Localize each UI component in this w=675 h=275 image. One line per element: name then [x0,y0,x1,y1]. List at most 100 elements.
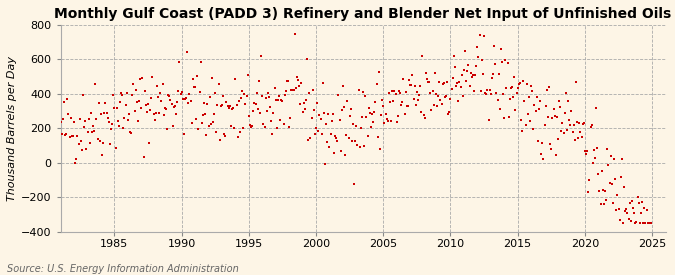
Point [567,130,578,134]
Point [605,154,616,158]
Point [209,112,219,116]
Point [455,85,466,89]
Point [509,75,520,79]
Point [388,99,399,104]
Point [113,124,124,128]
Point [434,79,445,84]
Point [246,125,256,130]
Point [254,79,265,83]
Point [629,211,640,215]
Point [466,75,477,79]
Point [343,136,354,140]
Point [264,95,275,99]
Point [375,113,386,117]
Point [56,132,67,136]
Point [326,119,337,123]
Point [112,119,123,123]
Point [297,110,308,114]
Point [524,119,535,123]
Point [259,125,270,130]
Point [130,88,141,92]
Point [555,104,566,109]
Point [100,101,111,105]
Point [283,79,294,83]
Point [510,108,521,112]
Point [417,54,428,59]
Point [63,112,74,116]
Point [91,117,102,122]
Point [383,91,394,95]
Point [157,82,168,86]
Point [132,119,143,123]
Point [444,110,455,115]
Point [458,94,468,98]
Point [325,131,336,136]
Point [205,122,216,126]
Point [361,115,372,120]
Point [451,84,462,88]
Text: Source: U.S. Energy Information Administration: Source: U.S. Energy Information Administ… [7,264,238,274]
Point [462,69,472,73]
Point [198,100,209,105]
Point [533,107,544,111]
Point [223,106,234,110]
Point [307,87,318,92]
Point [161,107,171,111]
Point [480,91,491,95]
Point [64,135,75,139]
Point [464,83,475,88]
Point [196,120,207,125]
Point [137,76,148,80]
Point [292,75,302,79]
Point [248,109,259,114]
Point [606,182,617,186]
Point [416,110,427,114]
Point [506,86,516,90]
Point [270,98,281,102]
Point [88,123,99,128]
Point [364,110,375,115]
Point [557,120,568,125]
Point [645,221,656,226]
Point [628,206,639,210]
Point [497,92,508,96]
Point [460,48,470,53]
Point [273,98,284,103]
Point [103,120,114,124]
Point [463,63,474,67]
Point [62,97,73,101]
Point [319,110,329,115]
Point [338,84,348,89]
Point [138,155,149,159]
Point [642,221,653,226]
Point [443,111,454,116]
Point [556,129,567,133]
Point [71,156,82,161]
Point [601,198,612,202]
Point [159,106,170,110]
Point [86,111,97,116]
Point [456,73,467,77]
Point [317,132,327,136]
Point [339,104,350,109]
Point [431,92,441,96]
Point [406,83,416,87]
Point [395,91,406,95]
Point [208,120,219,125]
Point [603,163,614,167]
Point [225,124,236,128]
Point [394,89,404,93]
Point [182,50,192,55]
Point [645,221,655,226]
Point [632,195,643,200]
Point [595,202,606,207]
Point [198,113,209,117]
Point [333,93,344,97]
Point [171,99,182,104]
Point [220,134,231,139]
Point [200,112,211,117]
Point [630,221,641,226]
Point [441,94,452,98]
Point [550,152,561,157]
Point [269,86,280,90]
